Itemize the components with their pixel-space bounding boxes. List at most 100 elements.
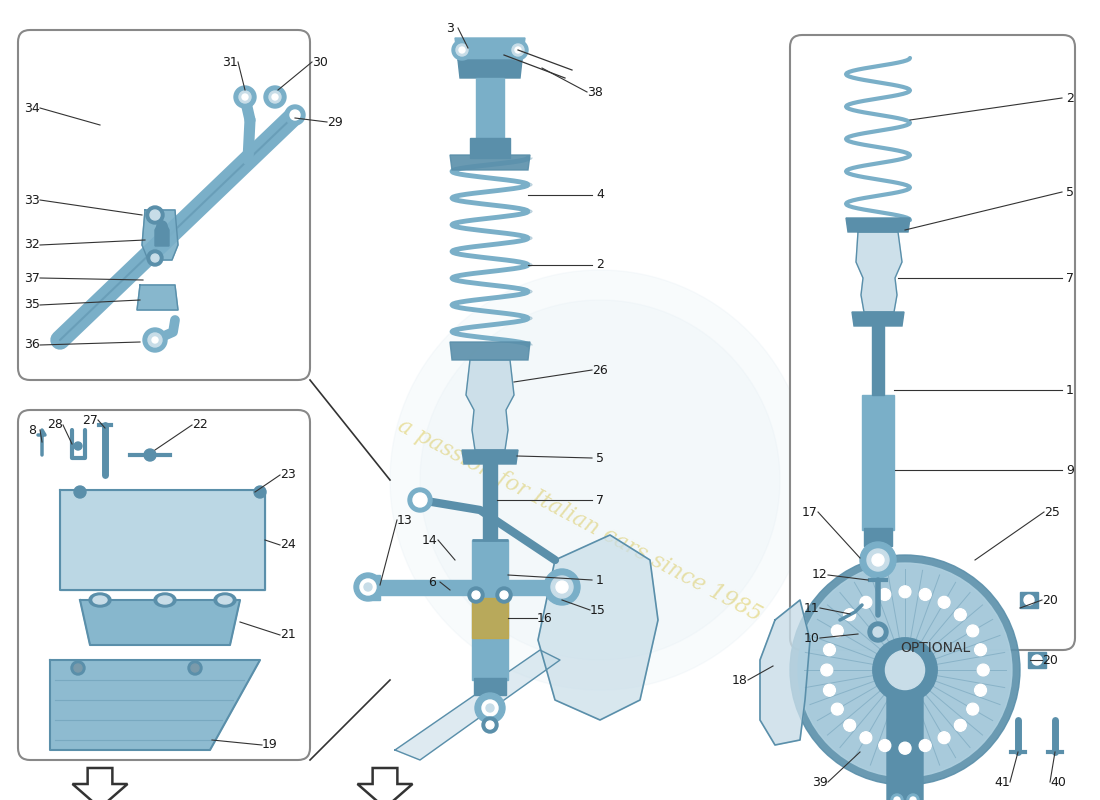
Circle shape	[472, 591, 480, 599]
Polygon shape	[846, 218, 910, 232]
Polygon shape	[466, 360, 514, 450]
Circle shape	[408, 488, 432, 512]
Text: 4: 4	[596, 189, 604, 202]
Circle shape	[500, 591, 508, 599]
Bar	[1028, 652, 1046, 668]
Circle shape	[967, 703, 979, 715]
Circle shape	[891, 794, 903, 800]
Text: 26: 26	[592, 363, 608, 377]
Circle shape	[867, 549, 889, 571]
Text: 28: 28	[47, 418, 63, 431]
Circle shape	[938, 732, 950, 744]
Text: 20: 20	[1042, 594, 1058, 606]
Circle shape	[860, 542, 896, 578]
Text: 13: 13	[397, 514, 412, 526]
Circle shape	[832, 625, 844, 637]
Circle shape	[824, 684, 836, 696]
Circle shape	[977, 664, 989, 676]
Circle shape	[910, 797, 916, 800]
Circle shape	[967, 703, 979, 715]
Circle shape	[860, 596, 872, 608]
Circle shape	[360, 579, 376, 595]
Polygon shape	[450, 342, 530, 360]
Polygon shape	[470, 138, 510, 158]
FancyBboxPatch shape	[887, 652, 923, 800]
Circle shape	[475, 693, 505, 723]
Circle shape	[886, 650, 924, 690]
Circle shape	[146, 206, 164, 224]
Circle shape	[955, 609, 966, 621]
Circle shape	[515, 47, 521, 53]
Polygon shape	[370, 575, 379, 600]
Polygon shape	[462, 450, 518, 464]
Text: 7: 7	[1066, 271, 1074, 285]
Polygon shape	[864, 528, 892, 546]
Text: 35: 35	[24, 298, 40, 311]
Text: 2: 2	[596, 258, 604, 271]
Ellipse shape	[218, 596, 232, 604]
Text: 10: 10	[804, 631, 820, 645]
Text: 32: 32	[24, 238, 40, 251]
Circle shape	[264, 86, 286, 108]
Circle shape	[412, 493, 427, 507]
Text: a passion for Italian cars since 1985: a passion for Italian cars since 1985	[394, 414, 766, 626]
Ellipse shape	[158, 596, 172, 604]
Polygon shape	[395, 650, 560, 760]
Circle shape	[872, 638, 937, 702]
Circle shape	[920, 739, 932, 751]
Circle shape	[975, 684, 987, 696]
Circle shape	[844, 719, 856, 731]
Text: 16: 16	[537, 611, 553, 625]
Circle shape	[920, 589, 932, 601]
Text: 15: 15	[590, 603, 606, 617]
Circle shape	[824, 684, 836, 696]
Polygon shape	[872, 326, 884, 395]
Circle shape	[908, 794, 918, 800]
Circle shape	[844, 609, 856, 621]
Circle shape	[938, 732, 950, 744]
Circle shape	[508, 40, 528, 60]
Polygon shape	[856, 232, 902, 312]
Circle shape	[285, 105, 305, 125]
Circle shape	[977, 664, 989, 676]
Text: 34: 34	[24, 102, 40, 114]
Bar	[1020, 592, 1038, 608]
Circle shape	[920, 589, 932, 601]
Circle shape	[151, 254, 160, 262]
Polygon shape	[155, 226, 169, 246]
Circle shape	[242, 94, 248, 100]
Circle shape	[824, 644, 836, 656]
Text: 18: 18	[733, 674, 748, 686]
Text: 22: 22	[192, 418, 208, 431]
Polygon shape	[80, 600, 240, 645]
Polygon shape	[538, 535, 658, 720]
Text: 41: 41	[994, 775, 1010, 789]
Circle shape	[824, 644, 836, 656]
Ellipse shape	[154, 593, 176, 607]
Text: 11: 11	[804, 602, 820, 614]
Text: 5: 5	[1066, 186, 1074, 198]
Circle shape	[482, 717, 498, 733]
Polygon shape	[476, 78, 504, 140]
Circle shape	[798, 563, 1012, 777]
Circle shape	[1032, 655, 1042, 665]
Circle shape	[955, 719, 966, 731]
Circle shape	[144, 449, 156, 461]
Text: 7: 7	[596, 494, 604, 506]
Circle shape	[832, 703, 844, 715]
Circle shape	[879, 589, 891, 601]
Circle shape	[1024, 595, 1034, 605]
Circle shape	[270, 91, 280, 103]
Circle shape	[551, 576, 573, 598]
Text: 5: 5	[596, 451, 604, 465]
Circle shape	[152, 337, 158, 343]
Circle shape	[74, 664, 82, 672]
Text: 40: 40	[1050, 775, 1066, 789]
Circle shape	[147, 250, 163, 266]
Text: 9: 9	[1066, 463, 1074, 477]
Text: 39: 39	[812, 775, 828, 789]
Circle shape	[482, 700, 498, 716]
Text: 14: 14	[422, 534, 438, 546]
Circle shape	[556, 581, 568, 593]
Text: 2: 2	[1066, 91, 1074, 105]
